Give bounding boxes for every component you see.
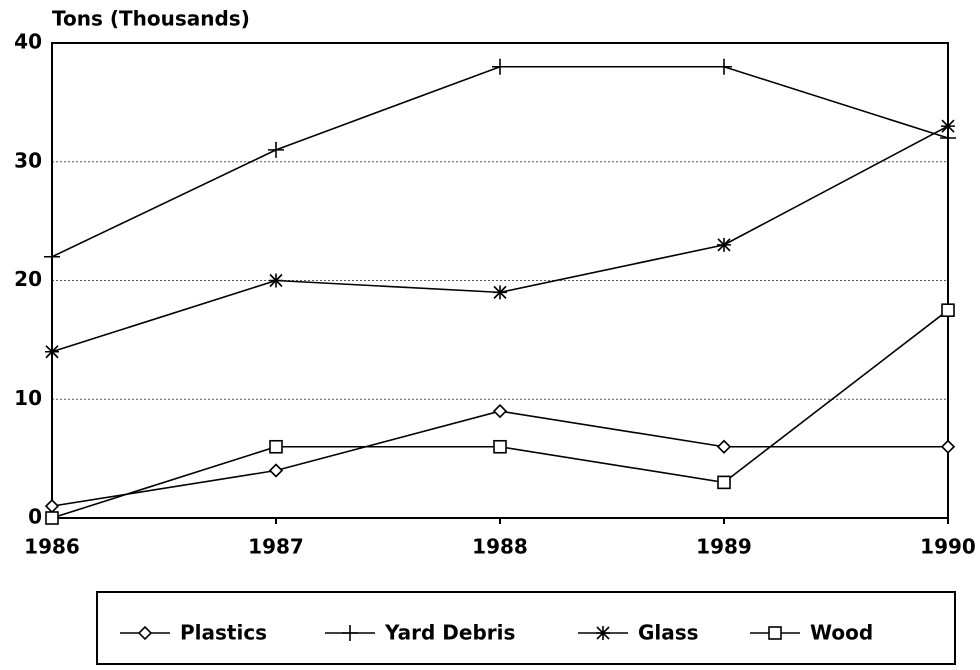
marker-shape xyxy=(269,273,283,288)
series-line xyxy=(51,410,948,507)
marker-shape xyxy=(137,625,153,641)
marker-shape xyxy=(45,344,59,359)
marker-shape xyxy=(44,498,60,514)
plot-frame xyxy=(51,42,949,519)
x-tick-label: 1987 xyxy=(248,535,304,559)
marker xyxy=(342,625,358,641)
marker xyxy=(493,285,507,300)
legend-label: Yard Debris xyxy=(384,621,515,645)
marker-shape xyxy=(941,119,955,134)
y-axis-label: Tons (Thousands) xyxy=(52,7,250,31)
marker xyxy=(45,511,59,525)
series-line xyxy=(51,125,949,353)
marker-shape xyxy=(940,439,956,454)
marker xyxy=(44,248,60,265)
marker-shape xyxy=(717,237,731,252)
marker xyxy=(269,273,283,288)
marker-shape xyxy=(342,625,358,641)
legend-item: Yard Debris xyxy=(325,621,515,645)
marker xyxy=(268,463,284,478)
marker xyxy=(717,475,731,490)
y-tick-label: 0 xyxy=(28,505,42,529)
legend-label: Wood xyxy=(810,621,873,645)
marker-shape xyxy=(268,141,284,158)
marker-shape xyxy=(492,403,508,419)
marker xyxy=(269,439,283,454)
marker-shape xyxy=(44,248,60,265)
marker-shape xyxy=(717,475,731,490)
legend-label: Plastics xyxy=(180,621,267,645)
marker-shape xyxy=(45,511,59,525)
y-tick-label: 30 xyxy=(14,148,42,172)
marker xyxy=(941,303,955,317)
marker xyxy=(716,58,732,75)
legend-box xyxy=(96,591,956,665)
marker xyxy=(44,498,60,514)
marker xyxy=(716,439,732,454)
legend-item: Wood xyxy=(750,621,873,645)
marker-shape xyxy=(269,439,283,454)
legend-label: Glass xyxy=(638,621,699,645)
y-tick-label: 10 xyxy=(14,386,42,410)
marker-shape xyxy=(941,303,955,317)
x-tick-label: 1990 xyxy=(920,535,976,559)
marker xyxy=(941,119,955,134)
x-tick-label: 1989 xyxy=(696,535,752,559)
marker-shape xyxy=(716,439,732,454)
y-tick-label: 40 xyxy=(14,30,42,54)
marker-shape xyxy=(596,626,610,640)
marker xyxy=(493,439,507,454)
marker xyxy=(717,237,731,252)
legend-item: Glass xyxy=(578,621,699,645)
x-tick-label: 1986 xyxy=(24,535,80,559)
marker xyxy=(137,625,153,641)
marker-shape xyxy=(492,58,508,75)
marker xyxy=(596,626,610,640)
marker-shape xyxy=(768,626,782,640)
marker-shape xyxy=(716,58,732,75)
y-tick-label: 20 xyxy=(14,267,42,291)
marker xyxy=(940,439,956,454)
marker xyxy=(492,403,508,419)
marker-shape xyxy=(493,439,507,454)
marker-shape xyxy=(493,285,507,300)
x-tick-label: 1988 xyxy=(472,535,528,559)
marker xyxy=(768,626,782,640)
marker-shape xyxy=(268,463,284,478)
marker xyxy=(268,141,284,158)
marker xyxy=(45,344,59,359)
marker xyxy=(492,58,508,75)
legend-item: Plastics xyxy=(120,621,267,645)
